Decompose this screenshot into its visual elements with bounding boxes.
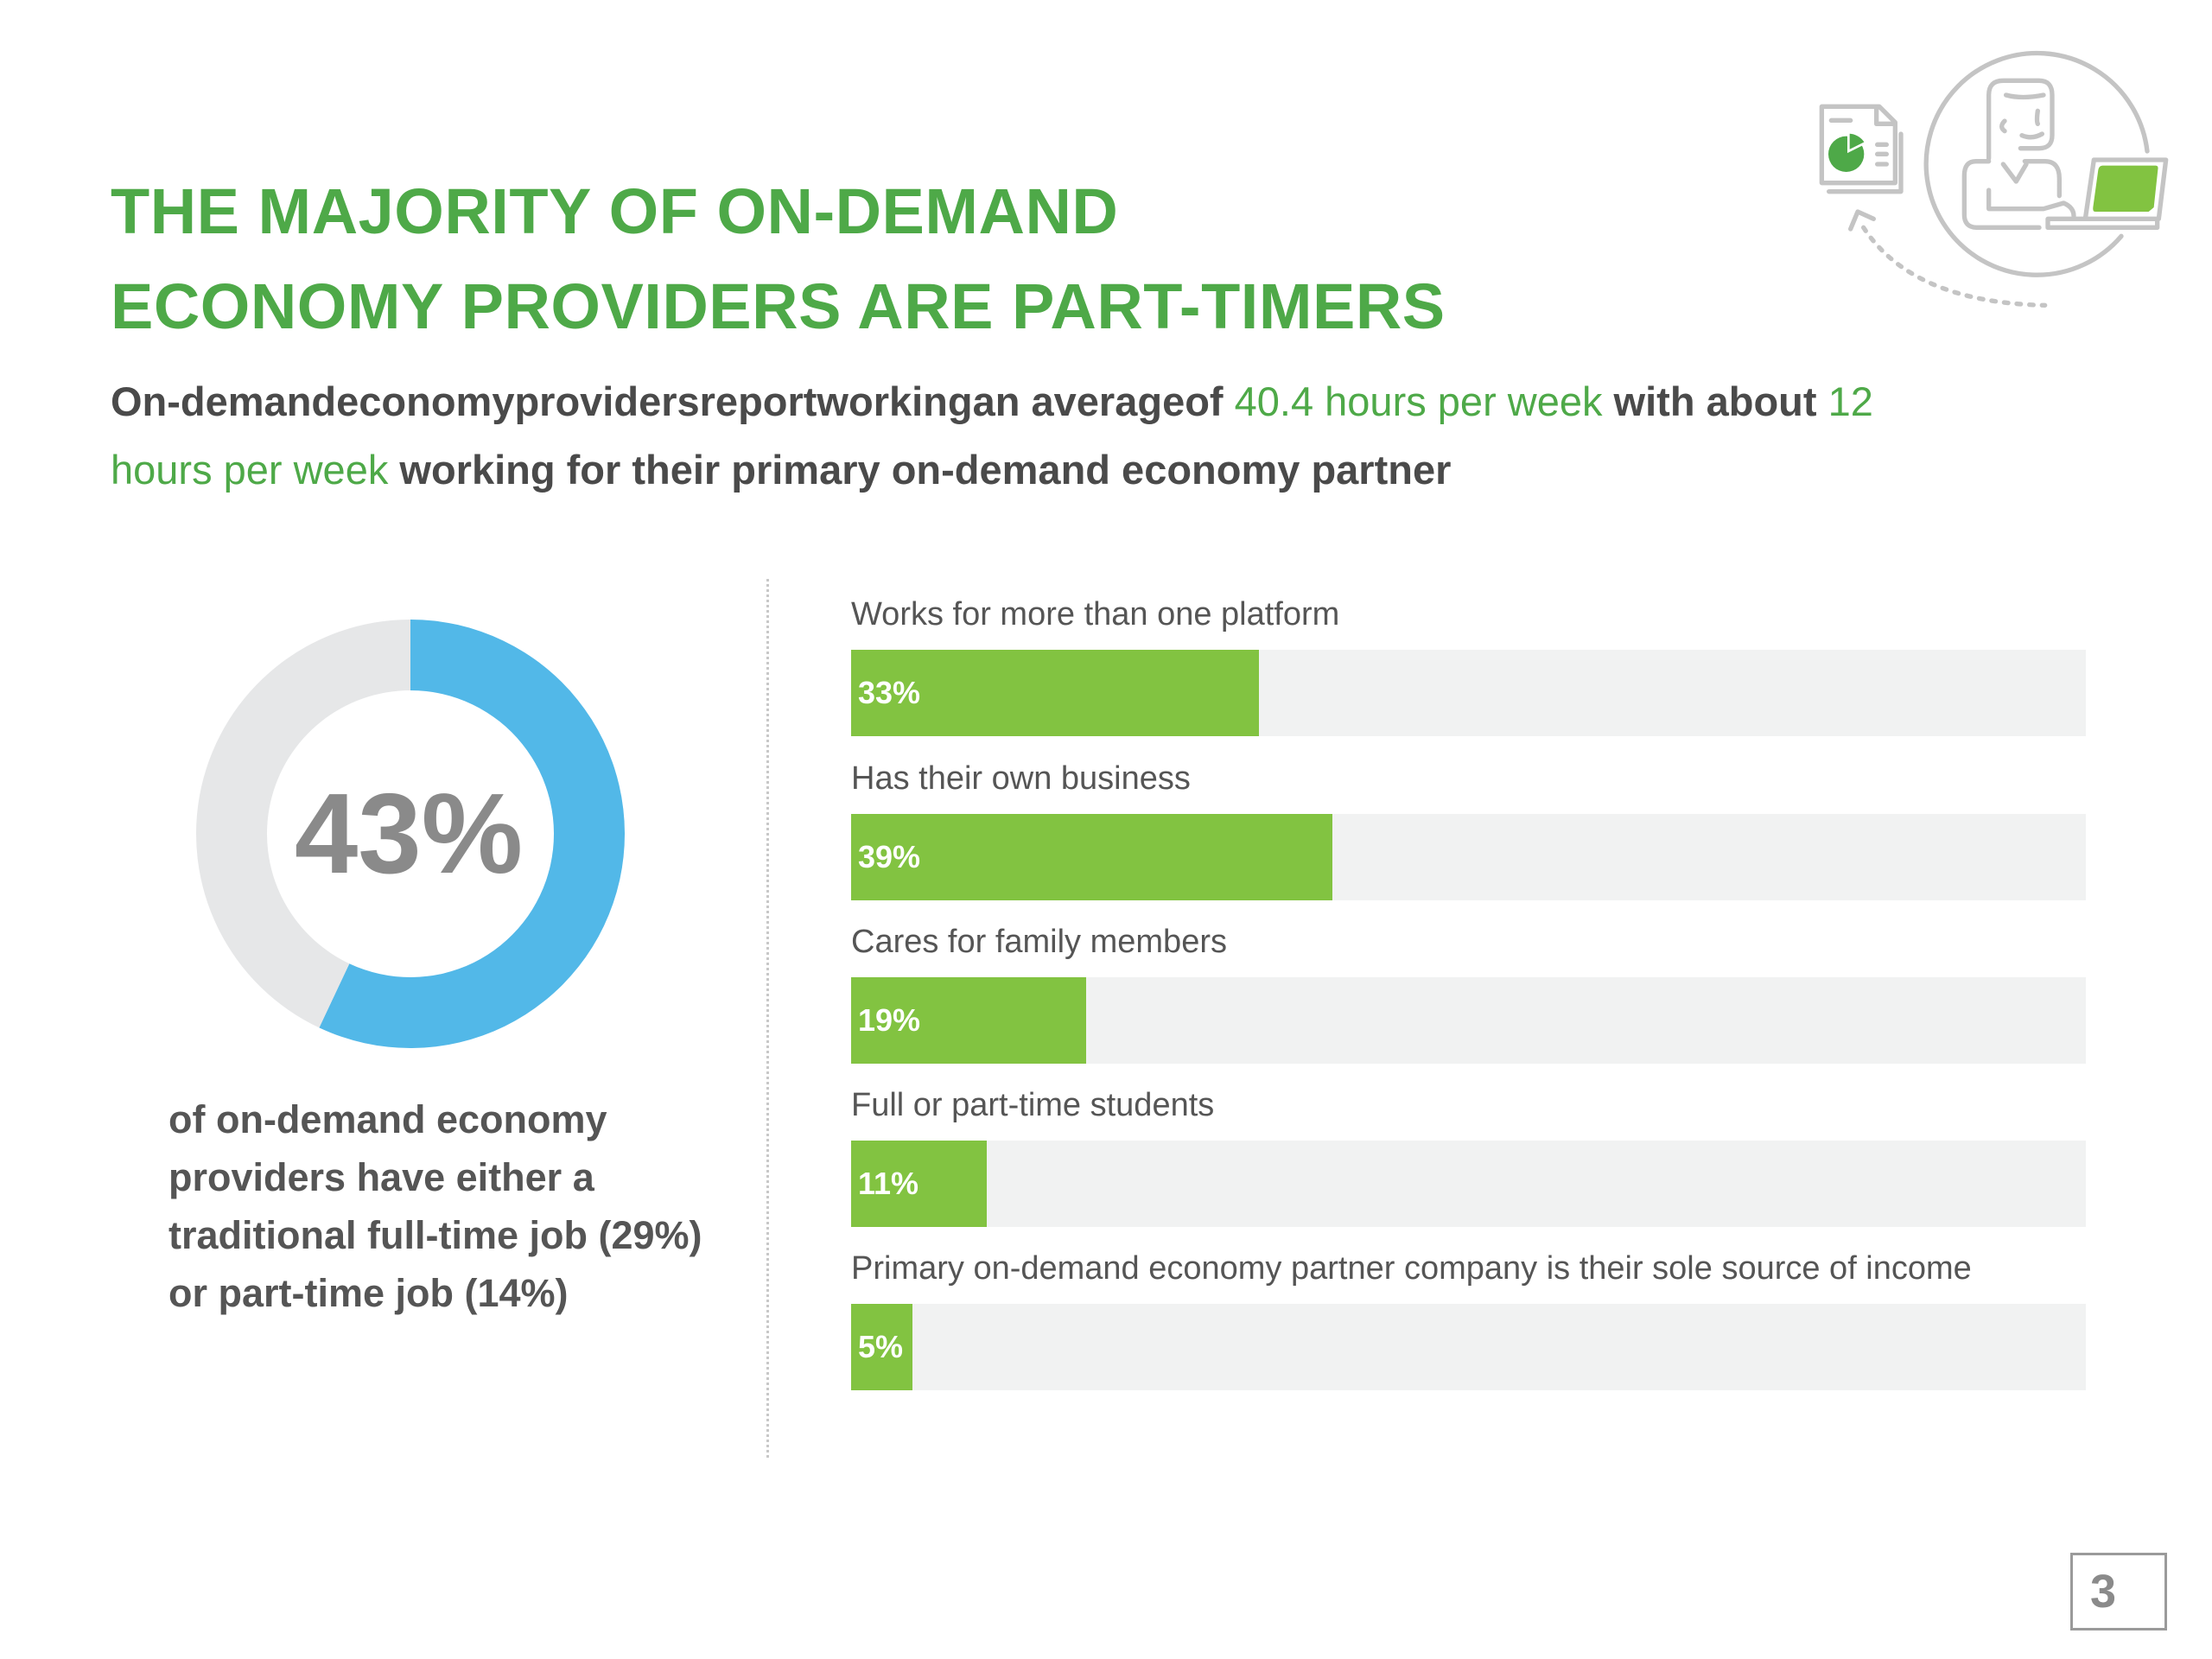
subtitle: On-demandeconomyprovidersreportworkingan… xyxy=(111,367,1925,504)
bar-category-label: Primary on-demand economy partner compan… xyxy=(851,1250,1972,1287)
donut-value-label: 43% xyxy=(294,770,524,897)
caption-line: or part-time job (14%) xyxy=(168,1271,569,1315)
subtitle-highlight-partner-hours: 12 hours per week xyxy=(111,378,1873,493)
dotted-divider xyxy=(766,579,769,1458)
person-head xyxy=(1986,78,2055,161)
caption-line: traditional full-time job (29%) xyxy=(168,1213,702,1257)
subtitle-text: with about xyxy=(1602,378,1828,424)
subtitle-highlight-hours: 40.4 hours per week xyxy=(1234,378,1603,424)
caption-line: of on-demand economy xyxy=(168,1097,607,1141)
bar: 33% xyxy=(851,650,1259,736)
person-at-laptop-with-report-icon xyxy=(1819,50,2169,308)
donut-chart xyxy=(196,620,626,1048)
circle-outline xyxy=(1923,50,2150,277)
dotted-arrow xyxy=(1861,225,2048,308)
bar: 11% xyxy=(851,1141,988,1227)
bar-value-label: 19% xyxy=(858,1002,921,1038)
person-body xyxy=(1961,159,2076,230)
bar-track: 19% xyxy=(851,977,2086,1064)
bar-track: 11% xyxy=(851,1141,2086,1227)
caption-line: providers have either a xyxy=(168,1155,594,1199)
page-number-box: 3 xyxy=(2070,1553,2167,1630)
bar-category-label: Works for more than one platform xyxy=(851,596,1340,632)
bar: 39% xyxy=(851,814,1333,900)
bar-track: 33% xyxy=(851,650,2086,736)
bar: 5% xyxy=(851,1304,913,1390)
title-line-1: THE MAJORITY OF ON-DEMAND xyxy=(111,175,1119,247)
donut-segment-rest xyxy=(196,620,410,1028)
bar: 19% xyxy=(851,977,1086,1064)
page-title: THE MAJORITY OF ON-DEMAND ECONOMY PROVID… xyxy=(111,164,1446,354)
bar-category-label: Cares for family members xyxy=(851,924,1227,960)
laptop-icon xyxy=(2045,157,2169,230)
bar-value-label: 5% xyxy=(858,1329,904,1364)
title-line-2: ECONOMY PROVIDERS ARE PART-TIMERS xyxy=(111,270,1446,342)
page-number: 3 xyxy=(2090,1566,2117,1618)
bar-track: 39% xyxy=(851,814,2086,900)
bar-category-label: Full or part-time students xyxy=(851,1087,1215,1123)
subtitle-text: working for their primary on-demand econ… xyxy=(388,447,1452,493)
bar-value-label: 33% xyxy=(858,675,921,710)
bar-track: 5% xyxy=(851,1304,2086,1390)
document-icon xyxy=(1819,104,1897,186)
bar-value-label: 11% xyxy=(858,1166,919,1201)
donut-segment-highlight xyxy=(319,620,626,1048)
donut-caption: of on-demand economy providers have eith… xyxy=(168,1090,702,1322)
bar-category-label: Has their own business xyxy=(851,760,1191,797)
laptop-screen xyxy=(2093,165,2158,212)
bar-value-label: 39% xyxy=(858,839,921,874)
subtitle-text: On-demandeconomyprovidersreportworkingan… xyxy=(111,378,1235,424)
